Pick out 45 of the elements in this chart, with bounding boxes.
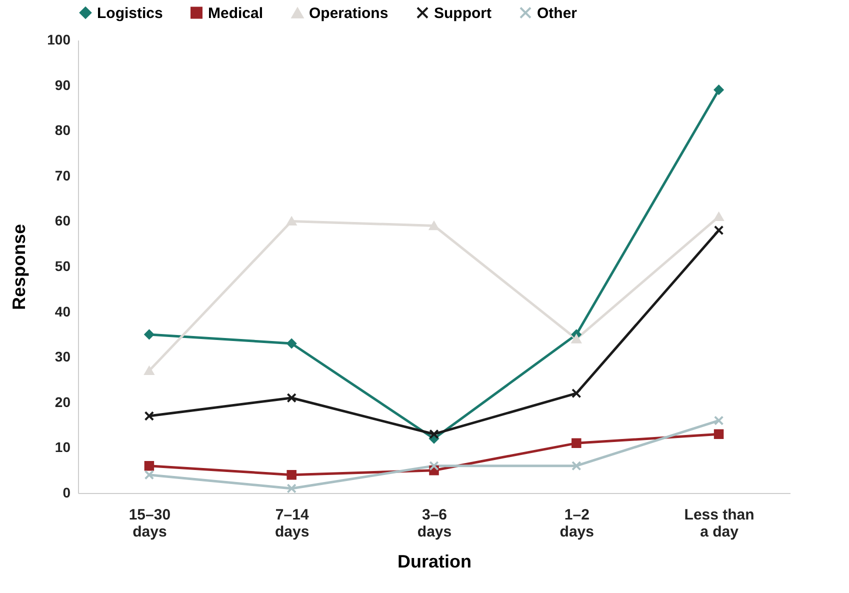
x-tick-label: 15–30 days [128, 506, 171, 540]
point [286, 484, 296, 494]
point [286, 470, 296, 480]
legend-label: Medical [208, 4, 264, 22]
point [144, 411, 154, 421]
legend-label: Logistics [97, 4, 163, 22]
point [144, 470, 154, 480]
point [144, 330, 154, 340]
point [286, 216, 296, 226]
point [714, 212, 724, 222]
point [714, 429, 724, 439]
point [572, 460, 582, 471]
y-tick-label: 100 [47, 32, 71, 48]
point [572, 334, 582, 344]
legend-label: Other [537, 4, 578, 22]
point [286, 392, 296, 403]
point [714, 225, 724, 236]
y-tick-label: 40 [54, 303, 71, 320]
point [714, 416, 724, 426]
x-tick-label: 7–14 days [275, 506, 310, 540]
y-tick-label: 70 [54, 167, 71, 184]
point [144, 366, 154, 376]
point [286, 338, 296, 348]
point [429, 221, 439, 230]
y-tick-label: 20 [54, 394, 71, 410]
y-tick-label: 10 [54, 439, 71, 456]
point [429, 429, 439, 439]
y-tick-label: 0 [62, 484, 71, 500]
y-axis-title: Response [9, 224, 30, 310]
point [714, 84, 724, 95]
point [144, 460, 154, 471]
y-tick-label: 60 [54, 212, 71, 229]
legend-label: Operations [309, 5, 388, 22]
point [572, 388, 582, 398]
x-tick-label: 1–2 days [560, 506, 594, 540]
y-tick-label: 90 [54, 76, 71, 93]
y-tick-label: 50 [54, 258, 71, 274]
x-tick-label: Less than a day [684, 506, 754, 540]
x-tick-label: 3–6 days [417, 506, 452, 540]
legend-label: Support [434, 4, 492, 22]
x-axis-title: Duration [398, 552, 472, 572]
y-tick-label: 30 [54, 348, 71, 365]
y-tick-label: 80 [54, 122, 71, 138]
point [429, 460, 439, 471]
point [572, 438, 582, 448]
